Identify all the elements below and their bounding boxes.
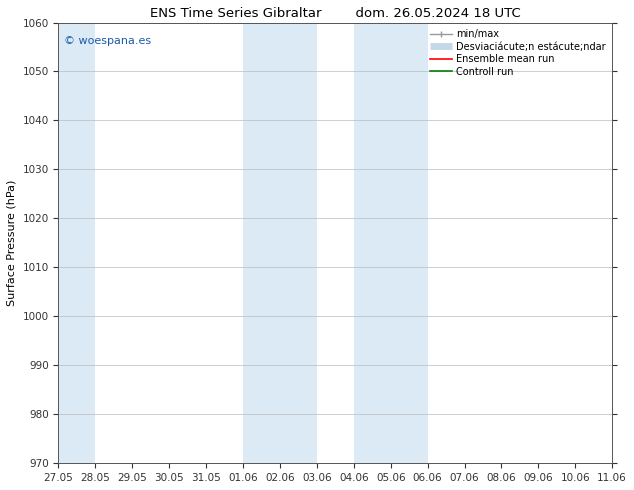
Bar <box>243 23 317 464</box>
Title: ENS Time Series Gibraltar        dom. 26.05.2024 18 UTC: ENS Time Series Gibraltar dom. 26.05.202… <box>150 7 521 20</box>
Bar <box>354 23 427 464</box>
Y-axis label: Surface Pressure (hPa): Surface Pressure (hPa) <box>7 180 17 306</box>
Legend: min/max, Desviaciácute;n estácute;ndar, Ensemble mean run, Controll run: min/max, Desviaciácute;n estácute;ndar, … <box>429 27 607 78</box>
Text: © woespana.es: © woespana.es <box>64 36 151 46</box>
Bar <box>58 23 95 464</box>
